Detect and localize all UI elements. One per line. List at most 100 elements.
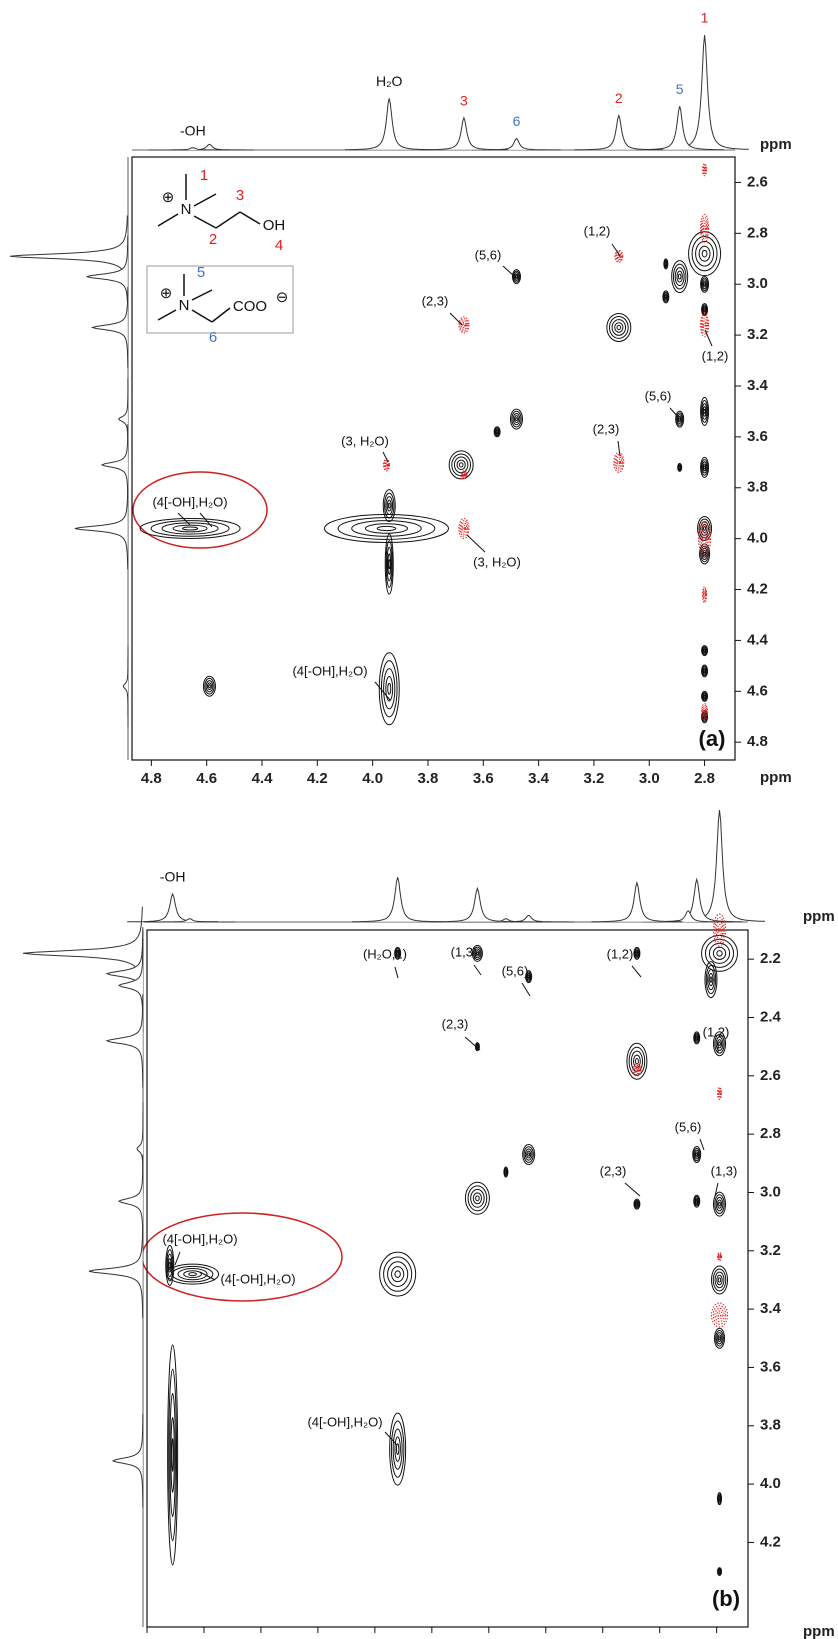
contour (718, 1255, 721, 1258)
contour (472, 1192, 482, 1205)
contour (364, 523, 409, 534)
contour (513, 272, 520, 282)
cross-peak (713, 1191, 727, 1217)
contour (473, 946, 482, 961)
y-tick-label: 2.2 (760, 950, 781, 967)
contour (702, 532, 708, 545)
contour (376, 525, 397, 532)
contour (611, 319, 627, 336)
contour (208, 684, 211, 689)
contour (188, 1272, 197, 1277)
contour (475, 950, 480, 957)
cross-peak (701, 303, 709, 317)
projection-peak (117, 378, 129, 460)
contour (698, 245, 711, 262)
contour (700, 396, 710, 426)
y-tick-label: 2.4 (760, 1008, 782, 1025)
contour (695, 1036, 699, 1040)
contour (386, 499, 392, 512)
contour (614, 249, 624, 263)
contour (394, 1270, 401, 1278)
peak-label: 6 (513, 113, 521, 129)
contour (515, 275, 518, 279)
contour (662, 290, 670, 304)
y-tick-label: 3.8 (747, 479, 768, 496)
contour (701, 304, 708, 315)
contour (527, 1152, 531, 1157)
y-tick-label: 3.2 (747, 326, 768, 343)
contour (701, 646, 708, 655)
contour (458, 517, 470, 539)
cross-peak (701, 645, 709, 657)
projection-peak (574, 113, 664, 151)
contour (700, 521, 709, 536)
contour (383, 459, 390, 471)
cross-peak (700, 275, 710, 293)
position-label: 6 (209, 329, 217, 346)
contour (475, 1195, 480, 1202)
position-label: 5 (197, 264, 205, 281)
x-tick-label: 2.8 (535, 1637, 556, 1639)
contour (714, 1033, 725, 1054)
contour (702, 693, 707, 700)
contour (379, 1251, 417, 1297)
contour (168, 1261, 172, 1269)
contour (167, 1344, 179, 1566)
contour (693, 1194, 701, 1208)
projection-peak (352, 877, 444, 923)
contour (387, 682, 392, 695)
projection-peak (117, 1154, 144, 1248)
cross-peak (613, 451, 625, 473)
contour (458, 462, 464, 468)
peak-label: -OH (160, 869, 186, 885)
projection-peak (345, 98, 434, 151)
projection-peak (431, 886, 523, 923)
contour (471, 944, 483, 962)
contour (511, 269, 521, 285)
projection-peak (642, 910, 734, 923)
contour (716, 1039, 723, 1049)
contour (700, 216, 709, 240)
contour (394, 948, 401, 959)
cross-peak (713, 1031, 727, 1057)
contour (712, 946, 727, 960)
contour (714, 1271, 725, 1289)
projection-peak (144, 918, 236, 923)
peak-annotation: (5,6) (645, 388, 672, 403)
cross-peak (700, 312, 710, 338)
cross-peak (382, 489, 396, 523)
contour (628, 1046, 646, 1076)
x-tick-label: 3.6 (307, 1637, 328, 1639)
contour (703, 465, 706, 470)
contour (167, 1258, 172, 1273)
contour (509, 408, 523, 430)
contour (701, 703, 709, 721)
contour (395, 949, 400, 958)
contour (701, 704, 708, 719)
contour (392, 1428, 403, 1470)
projection-peak (460, 918, 552, 923)
contour (718, 927, 721, 933)
leader-line (617, 440, 621, 457)
cross-peak (394, 946, 402, 960)
contour (717, 1312, 722, 1318)
contour (166, 1263, 220, 1285)
contour (515, 417, 518, 422)
contour (383, 1256, 413, 1292)
projection-unit: ppm (760, 136, 792, 153)
contour (702, 280, 707, 288)
leader-line (699, 1138, 705, 1151)
contour (693, 1031, 701, 1045)
contour (671, 260, 689, 294)
leader-line (714, 1182, 719, 1197)
contour (448, 450, 474, 480)
projection-peak (122, 645, 129, 727)
contour (635, 951, 639, 955)
contour (704, 961, 718, 999)
contour (462, 323, 466, 327)
x-tick-label: 3.8 (418, 770, 439, 787)
cross-peak (525, 970, 533, 984)
contour (701, 664, 709, 678)
contour (703, 695, 706, 698)
y-tick-label: 2.6 (760, 1067, 781, 1084)
